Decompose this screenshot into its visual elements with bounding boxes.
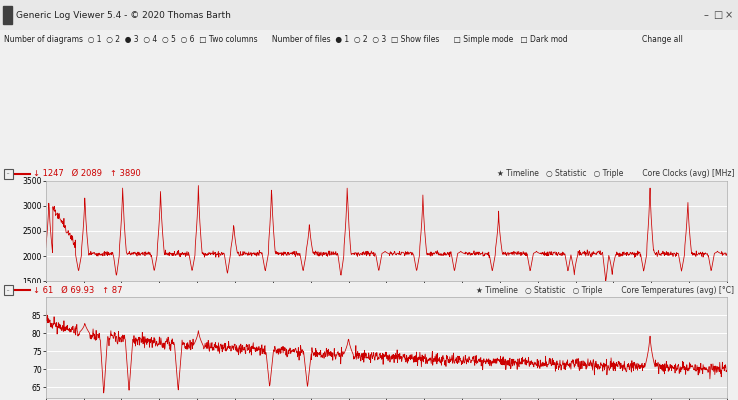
Text: ★ Timeline   ○ Statistic   ○ Triple        Core Temperatures (avg) [°C]: ★ Timeline ○ Statistic ○ Triple Core Tem… — [476, 286, 734, 295]
Text: Number of diagrams  ○ 1  ○ 2  ● 3  ○ 4  ○ 5  ○ 6  □ Two columns      Number of f: Number of diagrams ○ 1 ○ 2 ● 3 ○ 4 ○ 5 ○… — [4, 34, 568, 44]
Text: –: – — [704, 10, 708, 20]
Text: ↓ 61   Ø 69.93   ↑ 87: ↓ 61 Ø 69.93 ↑ 87 — [33, 286, 123, 295]
Text: ★ Timeline   ○ Statistic   ○ Triple        Core Clocks (avg) [MHz]: ★ Timeline ○ Statistic ○ Triple Core Clo… — [497, 169, 734, 178]
Text: □: □ — [713, 10, 722, 20]
Bar — [4, 169, 13, 178]
Bar — [4, 286, 13, 295]
Text: ×: × — [724, 10, 733, 20]
Text: ↓ 1247   Ø 2089   ↑ 3890: ↓ 1247 Ø 2089 ↑ 3890 — [33, 169, 141, 178]
Text: Change all: Change all — [642, 34, 683, 44]
Bar — [3, 6, 12, 24]
Text: Generic Log Viewer 5.4 - © 2020 Thomas Barth: Generic Log Viewer 5.4 - © 2020 Thomas B… — [16, 10, 231, 20]
